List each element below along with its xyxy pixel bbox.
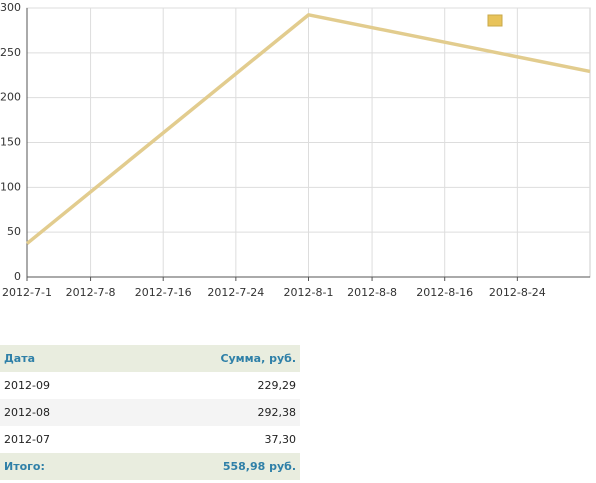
x-tick-label: 2012-8-8 xyxy=(347,286,397,299)
y-tick-label: 100 xyxy=(0,180,21,193)
cell: 292,38 xyxy=(117,399,300,426)
x-tick-label: 2012-8-16 xyxy=(416,286,473,299)
table-row: 2012-08 292,38 xyxy=(0,399,300,426)
footer-cell: Итого: xyxy=(0,453,118,480)
y-tick-label: 200 xyxy=(0,91,21,104)
x-tick-label: 2012-7-1 xyxy=(2,286,52,299)
y-tick-label: 0 xyxy=(14,270,21,283)
cell: 2012-08 xyxy=(0,399,118,426)
y-tick-label: 300 xyxy=(0,1,21,14)
y-tick-label: 250 xyxy=(0,46,21,59)
header-cell: Сумма, руб. xyxy=(117,345,300,372)
y-tick-label: 150 xyxy=(0,136,21,149)
table-footer: Итого: 558,98 руб. xyxy=(0,453,300,480)
table-row: 2012-09 229,29 xyxy=(0,372,300,399)
cell: 2012-07 xyxy=(4,433,50,446)
summary-table: Дата Сумма, руб. 2012-09 229,29 2012-08 292… xyxy=(0,345,300,480)
x-tick-label: 2012-7-24 xyxy=(207,286,264,299)
x-tick-label: 2012-8-1 xyxy=(284,286,334,299)
series-line xyxy=(25,13,591,245)
chart: 0 50 100 150 200 250 300 2012-7-1 2012-7-8 2012-7… xyxy=(0,1,591,299)
table-row: 2012-07 37,30 xyxy=(0,426,300,453)
x-tick-label: 2012-7-8 xyxy=(66,286,116,299)
y-tick-label: 50 xyxy=(7,225,21,238)
footer-cell: 558,98 руб. xyxy=(117,453,300,480)
table-header: Дата Сумма, руб. xyxy=(0,345,300,372)
cell: 2012-09 xyxy=(4,379,50,392)
cell: 229,29 xyxy=(257,379,297,392)
legend-swatch xyxy=(487,14,503,27)
cell: 37,30 xyxy=(264,433,297,446)
x-tick-label: 2012-7-16 xyxy=(135,286,192,299)
header-cell: Дата xyxy=(0,345,118,372)
x-tick-label: 2012-8-24 xyxy=(489,286,546,299)
